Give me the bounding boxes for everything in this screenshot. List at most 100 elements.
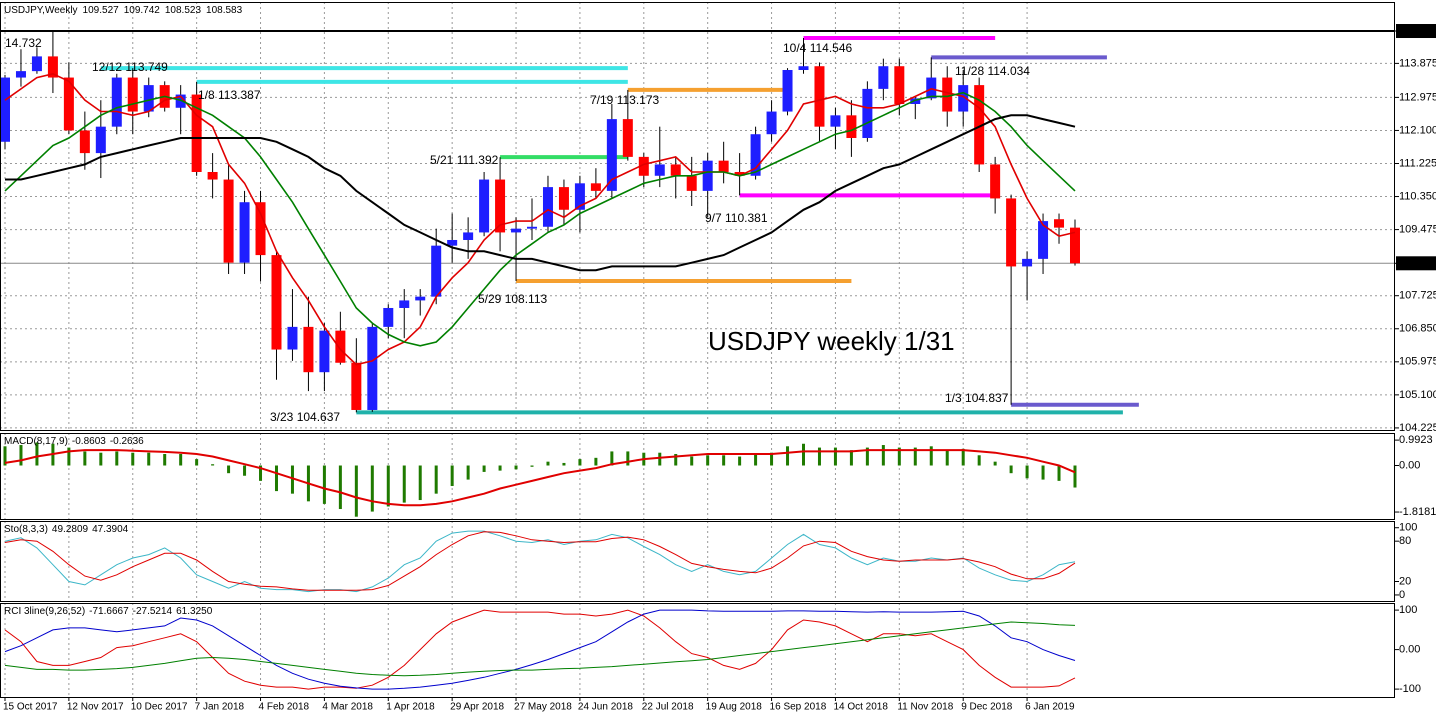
candle-body — [702, 160, 713, 191]
candle-body — [862, 88, 873, 138]
macd-bar — [690, 456, 694, 466]
candle-body — [558, 187, 569, 210]
macd-bar — [402, 465, 406, 503]
macd-bar — [1009, 465, 1013, 474]
annotation: 1/3 104.837 — [945, 391, 1009, 405]
x-tick-label: 11 Nov 2018 — [897, 702, 953, 713]
annotation: 9/7 110.381 — [705, 211, 768, 225]
indicator-value: -27.5214 — [133, 606, 173, 617]
macd-bar — [977, 455, 981, 466]
macd-bar — [961, 448, 965, 466]
candle-body — [542, 187, 553, 227]
x-tick-label: 29 Apr 2018 — [450, 702, 504, 713]
macd-bar — [817, 447, 821, 466]
y-tick-label: 0.00 — [1399, 644, 1420, 656]
macd-bar — [434, 465, 438, 494]
title-text: Sto(8,3,3) — [4, 524, 48, 535]
y-tick-label: 107.725 — [1399, 290, 1436, 302]
y-tick-label: 100 — [1399, 604, 1417, 616]
macd-bar — [706, 455, 710, 466]
candle-body — [750, 134, 761, 176]
y-tick-label: 110.350 — [1399, 190, 1436, 202]
macd-bar — [386, 465, 390, 507]
macd-bar — [498, 465, 502, 471]
candle-body — [734, 171, 745, 176]
candle-body — [479, 179, 490, 233]
macd-bar — [1057, 465, 1061, 481]
indicator-line — [4, 609, 1076, 690]
macd-bar — [658, 452, 662, 466]
macd-bar — [322, 465, 326, 504]
y-tick-label: 112.975 — [1399, 91, 1436, 103]
x-tick-label: 6 Jan 2019 — [1025, 702, 1075, 713]
indicator-value: -0.8603 — [72, 436, 106, 447]
candle-body — [958, 85, 969, 112]
macd-bar — [211, 464, 215, 466]
annotation: 11/28 114.034 — [955, 64, 1030, 78]
indicator-value: 61.3250 — [176, 606, 213, 617]
ma-line — [5, 114, 1076, 272]
macd-bar — [115, 451, 119, 466]
annotation: 12/12 113.749 — [92, 60, 168, 74]
candle-body — [255, 202, 266, 256]
x-tick-label: 10 Dec 2017 — [131, 702, 188, 713]
annotation: 5/29 108.113 — [478, 292, 548, 306]
y-tick-label: 104.225 — [1399, 422, 1436, 434]
y-tick-label: 113.875 — [1399, 57, 1436, 69]
candle-body — [574, 183, 585, 210]
indicator-value: 47.3904 — [92, 524, 129, 535]
macd-bar — [674, 453, 678, 466]
macd-bar — [913, 447, 917, 466]
indicator-value: -0.2636 — [110, 436, 144, 447]
panel-border — [0, 2, 1395, 431]
y-tick-highlight — [1396, 256, 1436, 271]
y-tick-label: 105.100 — [1399, 389, 1436, 401]
overlay-text: USDJPY weekly 1/31 — [708, 326, 955, 356]
y-tick-label: 109.475 — [1399, 224, 1436, 236]
panel-border — [0, 521, 1395, 602]
candle-body — [606, 119, 617, 191]
candle-body — [1038, 221, 1049, 259]
candle-body — [1022, 258, 1033, 267]
candle-body — [271, 255, 282, 350]
candle-body — [95, 126, 106, 154]
macd-bar — [786, 446, 790, 466]
annotation: 7/19 113.173 — [590, 93, 660, 107]
candle-body — [495, 179, 506, 233]
candle-body — [0, 77, 10, 142]
indicator-value: -71.6667 — [89, 606, 129, 617]
panel — [3, 433, 1077, 519]
macd-bar — [83, 451, 87, 466]
annotation: 14.732 — [5, 36, 42, 50]
y-tick-label: 0 — [1399, 589, 1405, 601]
x-tick-label: 22 Jul 2018 — [642, 702, 694, 713]
annotation: 5/21 111.392 — [430, 153, 499, 167]
candle-body — [974, 85, 985, 165]
annotation: 10/4 114.546 — [783, 41, 853, 55]
candle-body — [1054, 219, 1065, 228]
header-value: 109.742 — [124, 5, 161, 16]
candle-body — [622, 119, 633, 157]
candle-body — [79, 130, 90, 154]
y-tick-label: 112.100 — [1399, 124, 1436, 136]
macd-bar — [802, 443, 805, 466]
header-value: 108.523 — [165, 5, 202, 16]
candle-body — [447, 239, 458, 246]
x-tick-label: 12 Nov 2017 — [67, 702, 124, 713]
candle-body — [910, 98, 921, 104]
candle-body — [846, 115, 857, 138]
macd-bar — [626, 451, 630, 466]
macd-bar — [19, 445, 23, 466]
macd-bar — [259, 465, 263, 481]
macd-bar — [147, 452, 151, 466]
macd-bar — [594, 457, 598, 466]
title-text: USDJPY,Weekly — [4, 5, 78, 16]
candle-body — [175, 94, 186, 108]
macd-bar — [370, 465, 374, 512]
macd-bar — [993, 461, 997, 466]
candle-body — [319, 330, 330, 373]
candle-body — [367, 326, 378, 410]
candle-body — [718, 160, 729, 172]
candle-body — [223, 179, 234, 263]
macd-bar — [514, 465, 518, 470]
